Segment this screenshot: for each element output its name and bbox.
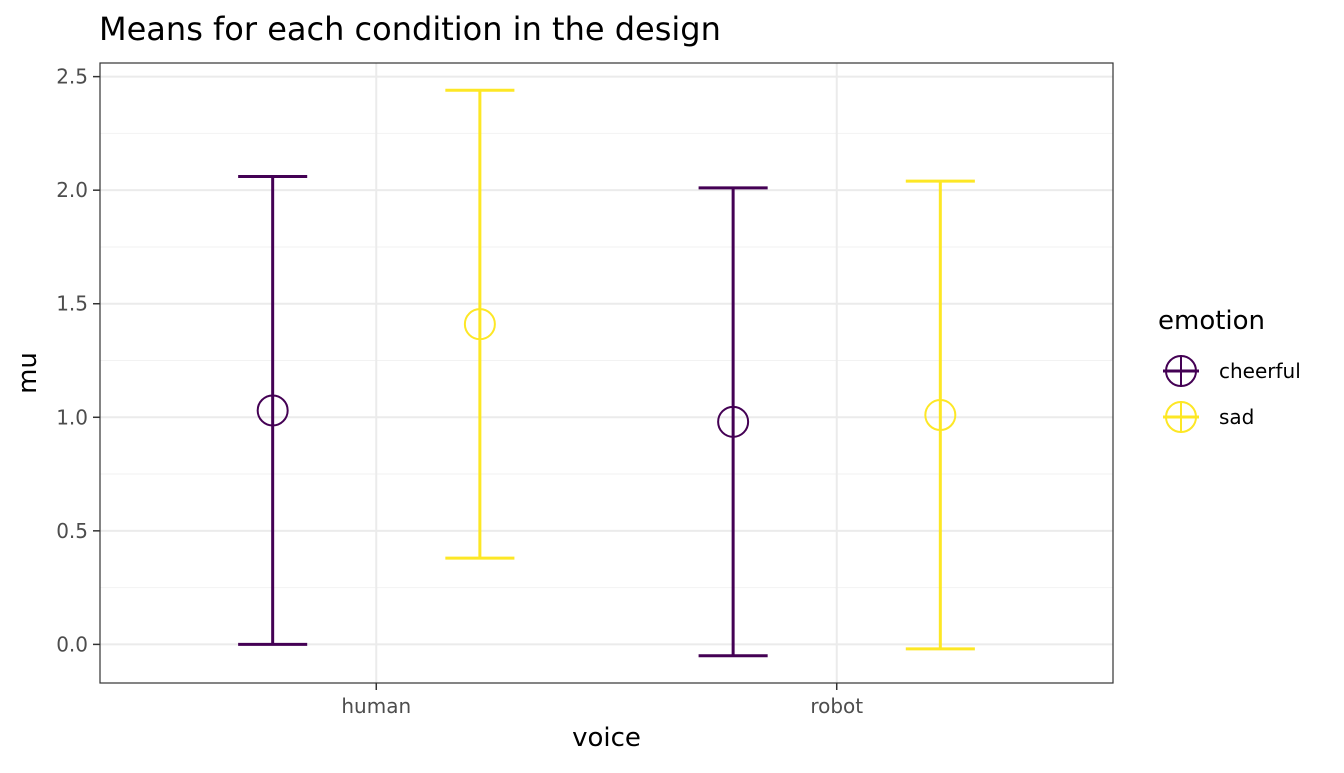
legend-label: sad bbox=[1219, 405, 1254, 429]
plot-border bbox=[99, 62, 1114, 684]
mean-point-cheerful-robot bbox=[717, 405, 750, 438]
legend: emotion cheerful sad bbox=[1158, 306, 1301, 433]
mean-point-cheerful-human bbox=[256, 394, 289, 427]
y-tick-label: 0.5 bbox=[56, 519, 88, 543]
y-tick-label: 0.0 bbox=[56, 632, 88, 656]
axes: 0.0 0.5 1.0 1.5 2.0 2.5 human robot bbox=[56, 65, 863, 718]
series-sad bbox=[445, 88, 975, 651]
plot-panel bbox=[100, 63, 1113, 683]
x-tick-label: human bbox=[341, 694, 411, 718]
legend-title: emotion bbox=[1158, 306, 1265, 336]
data-marks bbox=[238, 88, 975, 658]
mean-point-sad-human bbox=[463, 308, 496, 341]
y-tick-label: 2.0 bbox=[56, 178, 88, 202]
y-tick-label: 2.5 bbox=[56, 65, 88, 89]
legend-label: cheerful bbox=[1219, 359, 1301, 383]
y-axis-title: mu bbox=[13, 352, 43, 394]
legend-item-sad: sad bbox=[1163, 401, 1254, 433]
x-axis-title: voice bbox=[572, 723, 641, 753]
chart-title: Means for each condition in the design bbox=[99, 10, 721, 48]
x-tick-label: robot bbox=[810, 694, 863, 718]
mean-point-sad-robot bbox=[924, 399, 957, 432]
y-tick-label: 1.0 bbox=[56, 405, 88, 429]
y-tick-label: 1.5 bbox=[56, 292, 88, 316]
series-cheerful bbox=[238, 175, 768, 658]
legend-items: cheerful sad bbox=[1163, 355, 1301, 433]
legend-item-cheerful: cheerful bbox=[1163, 355, 1301, 387]
